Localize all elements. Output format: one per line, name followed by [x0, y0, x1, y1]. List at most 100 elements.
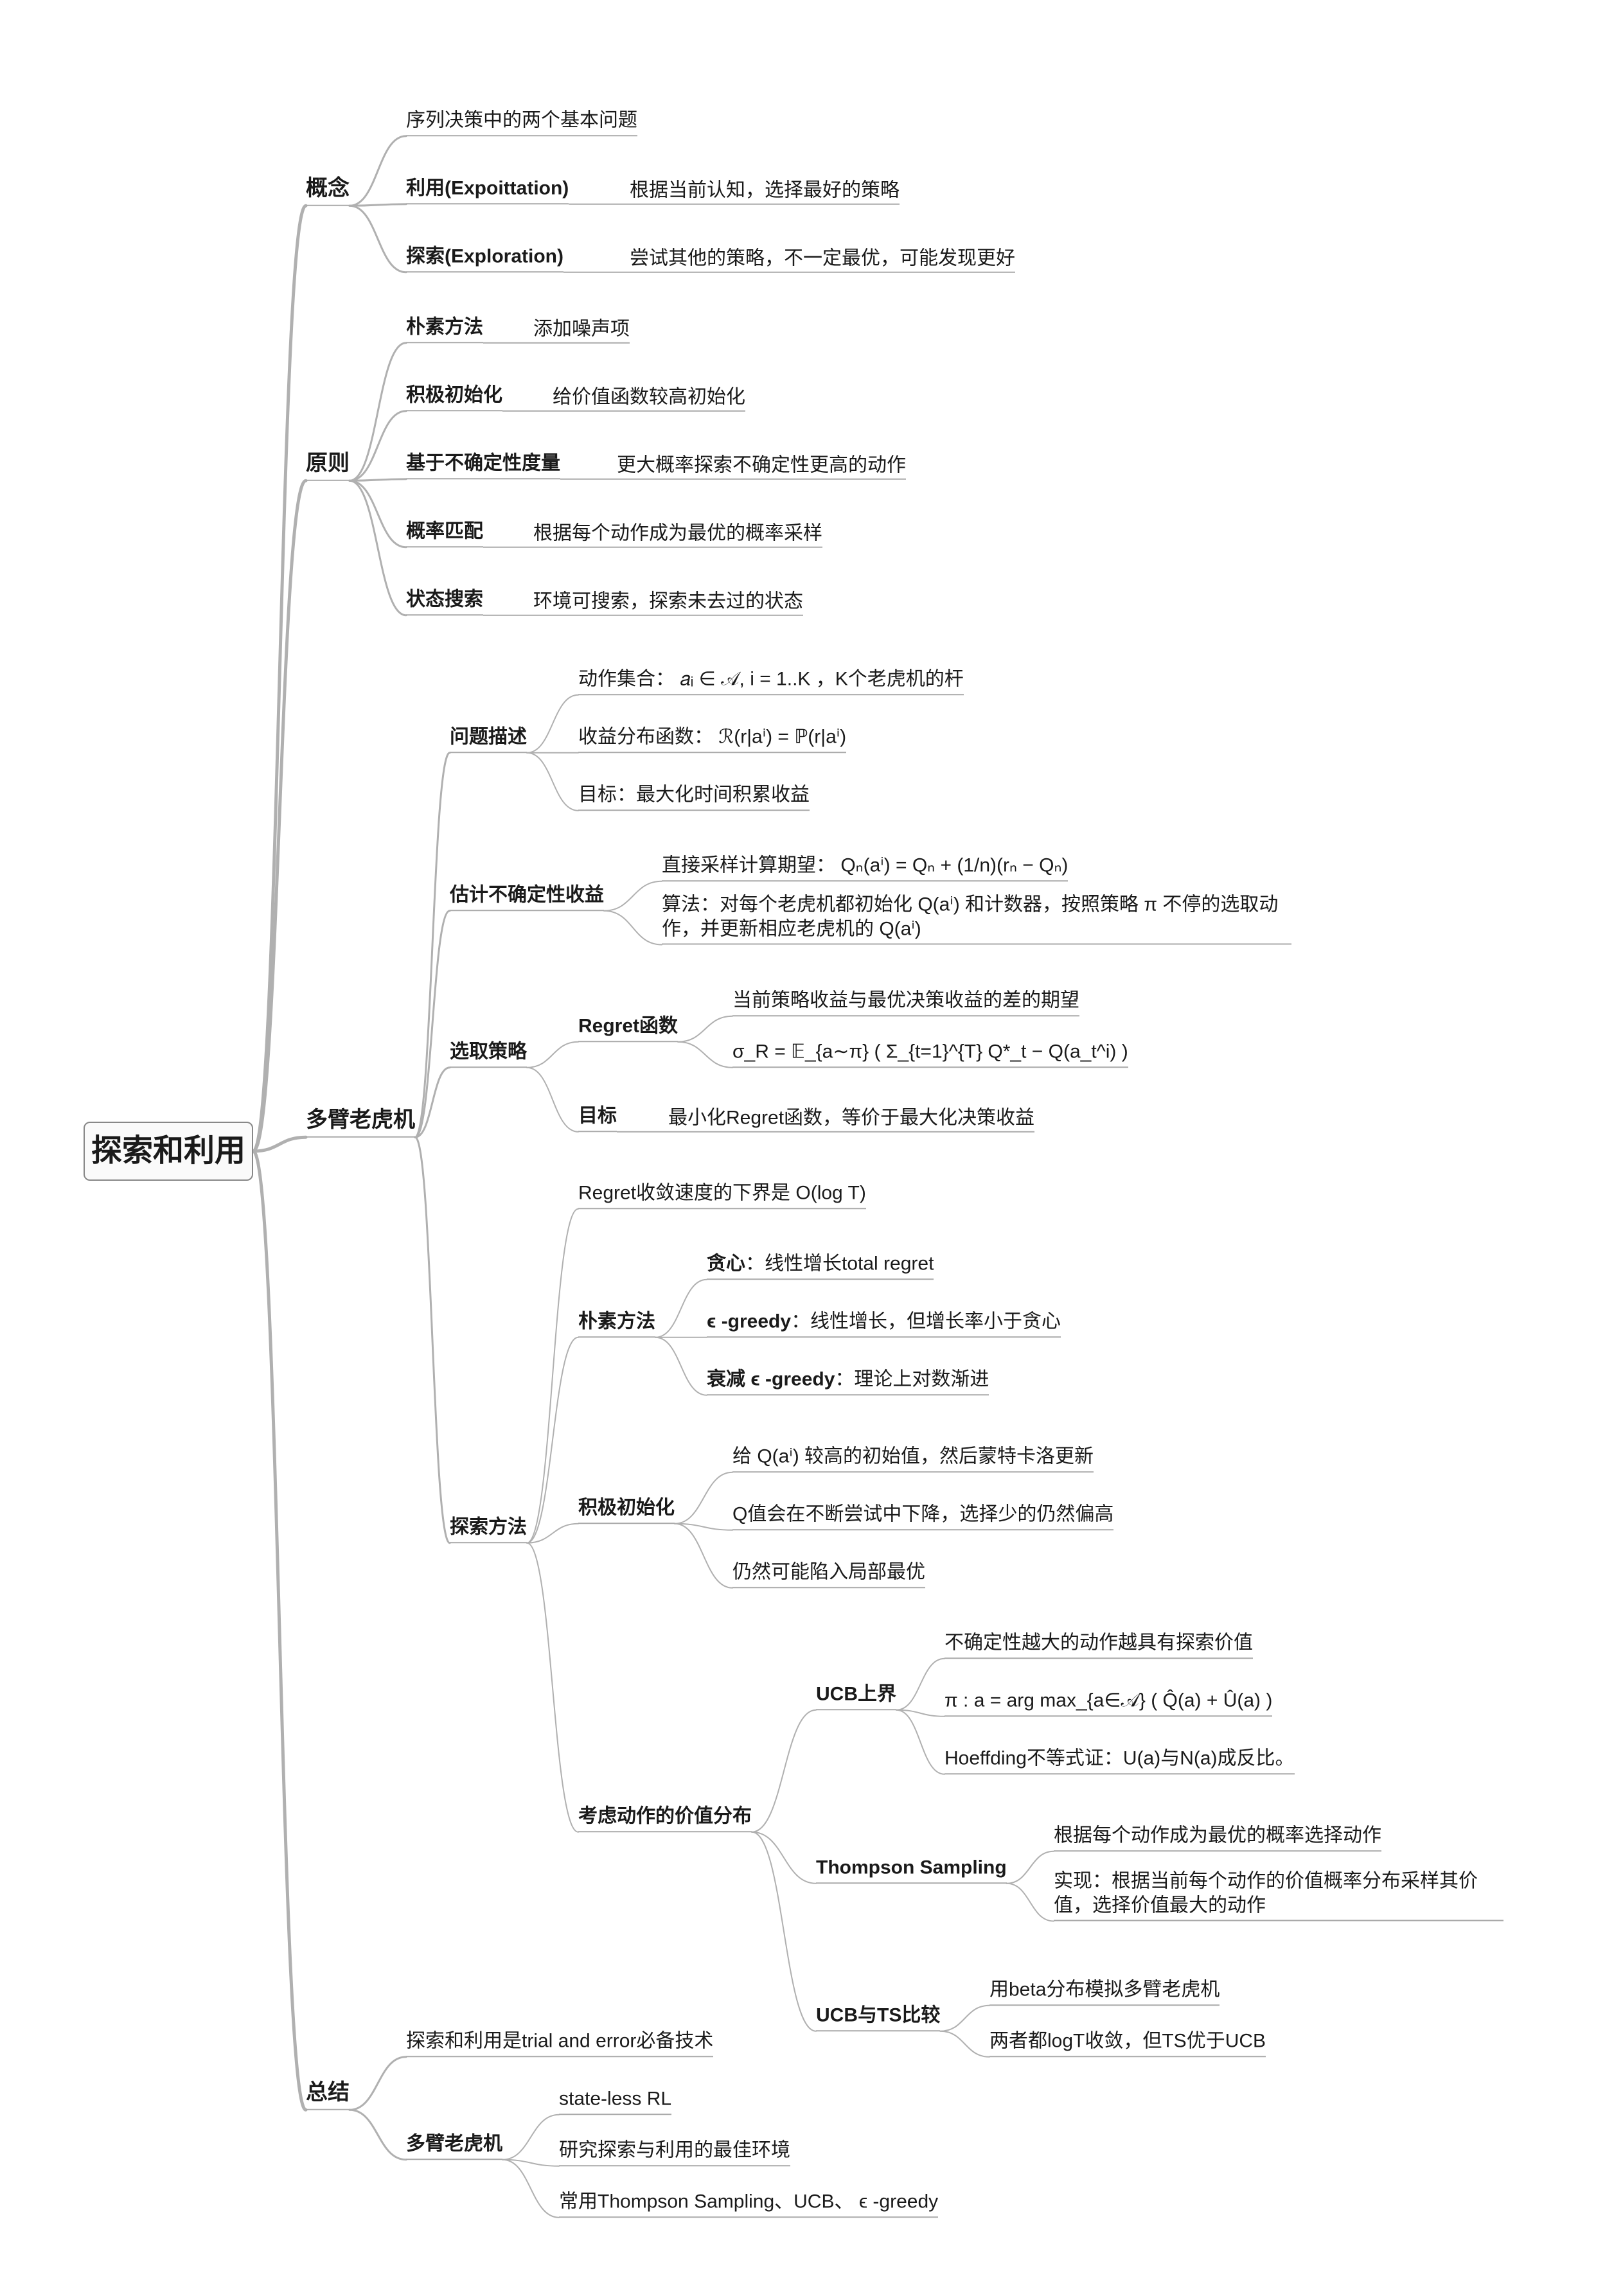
edge-c3dV-c3dVC	[752, 1832, 816, 2031]
edge-root-c3	[253, 1137, 306, 1151]
mindmap-node-c3dVU1: 不确定性越大的动作越具有探索价值	[945, 1630, 1253, 1659]
mindmap-node-c3b1: 直接采样计算期望： Qₙ(aⁱ) = Qₙ + (1/n)(rₙ − Qₙ)	[662, 853, 1068, 881]
edge-root-c1	[253, 206, 306, 1151]
mindmap-node-c2: 原则	[306, 450, 350, 481]
mindmap-node-c3a2: 收益分布函数： ℛ(r|aⁱ) = ℙ(r|aⁱ)	[578, 725, 846, 753]
mindmap-node-c4b2: 研究探索与利用的最佳环境	[559, 2138, 790, 2166]
edge-c3b-c3b1	[604, 881, 662, 911]
mindmap-node-c3dO2: Q值会在不断尝试中下降，选择少的仍然偏高	[732, 1502, 1113, 1530]
mindmap-node-c1a: 序列决策中的两个基本问题	[406, 108, 637, 136]
edge-c3dVU-c3dVU2	[896, 1710, 945, 1717]
mindmap-node-c2c1: 更大概率探索不确定性更高的动作	[617, 453, 906, 477]
edge-c3dVU-c3dVU3	[896, 1710, 945, 1774]
mindmap-canvas: 探索和利用概念序列决策中的两个基本问题利用(Expoittation)根据当前认…	[0, 0, 1623, 2296]
mindmap-node-c3cR: Regret函数	[578, 1014, 678, 1042]
mindmap-node-c3dVC2: 两者都logT收敛，但TS优于UCB	[989, 2029, 1266, 2057]
edge-c3dVC-c3dVC2	[940, 2031, 989, 2057]
edge-c2-c2d	[350, 481, 406, 547]
mindmap-node-c2e: 状态搜索	[406, 587, 483, 615]
mindmap-node-c3cG1: 最小化Regret函数，等价于最大化决策收益	[668, 1106, 1034, 1130]
mindmap-node-c3a: 问题描述	[450, 725, 527, 753]
edge-c4-c4a	[350, 2057, 406, 2110]
edge-c1-c1b	[350, 204, 406, 206]
mindmap-node-c3dVT1: 根据每个动作成为最优的概率选择动作	[1054, 1823, 1381, 1851]
edge-c3dN-c3dN1	[655, 1280, 707, 1338]
edge-c1-c1a	[350, 136, 406, 206]
mindmap-node-c3cR2: σ_R = 𝔼_{a∼π} ( Σ_{t=1}^{T} Q*_t − Q(a_t…	[732, 1039, 1128, 1068]
edge-c3-c3c	[415, 1068, 450, 1138]
mindmap-node-c2b1: 给价值函数较高初始化	[553, 385, 745, 409]
mindmap-node-c3dO: 积极初始化	[578, 1496, 675, 1524]
edge-c3cR-c3cR2	[678, 1042, 732, 1068]
mindmap-node-c2c: 基于不确定性度量	[406, 451, 560, 479]
edge-c3dVU-c3dVU1	[896, 1659, 945, 1710]
edge-c3-c3a	[415, 753, 450, 1138]
edge-c2-c2e	[350, 481, 406, 615]
mindmap-node-c1c: 探索(Exploration)	[406, 244, 563, 272]
mindmap-node-c3dVC: UCB与TS比较	[816, 2003, 940, 2031]
mindmap-node-c3c: 选取策略	[450, 1039, 527, 1068]
mindmap-node-c3dN: 朴素方法	[578, 1309, 655, 1338]
mindmap-node-c2d1: 根据每个动作成为最优的概率采样	[533, 521, 822, 545]
edge-c3dO-c3dO3	[675, 1524, 732, 1588]
mindmap-node-c2a: 朴素方法	[406, 315, 483, 343]
mindmap-node-c3dVU2: π : a = arg max_{a∈𝒜} ( Q̂(a) + Û(a) )	[945, 1688, 1272, 1717]
edge-root-c2	[253, 481, 306, 1151]
mindmap-node-c3dVU: UCB上界	[816, 1682, 896, 1710]
edge-c3c-c3cG	[527, 1068, 578, 1132]
edge-c4b-c4b2	[502, 2160, 559, 2166]
mindmap-node-c3dO3: 仍然可能陷入局部最优	[732, 1560, 925, 1588]
mindmap-node-c2a1: 添加噪声项	[533, 317, 630, 341]
edge-c3a-c3a3	[527, 753, 578, 811]
mindmap-node-c4a: 探索和利用是trial and error必备技术	[406, 2029, 713, 2057]
mindmap-node-c4b3: 常用Thompson Sampling、UCB、 ϵ -greedy	[559, 2189, 938, 2218]
mindmap-node-c2e1: 环境可搜索，探索未去过的状态	[533, 589, 803, 614]
mindmap-node-c2b: 积极初始化	[406, 383, 502, 411]
edge-c2-c2b	[350, 411, 406, 481]
mindmap-node-c4b: 多臂老虎机	[406, 2132, 502, 2160]
edge-c3d-c3dO	[527, 1524, 578, 1543]
edge-c3dVC-c3dVC1	[940, 2006, 989, 2031]
mindmap-node-c1c1: 尝试其他的策略，不一定最优，可能发现更好	[630, 246, 1015, 270]
mindmap-node-c3dVT: Thompson Sampling	[816, 1855, 1007, 1884]
edge-c3dO-c3dO2	[675, 1524, 732, 1530]
edge-c4b-c4b1	[502, 2115, 559, 2160]
mindmap-node-c4: 总结	[306, 2079, 350, 2110]
mindmap-node-c1b: 利用(Expoittation)	[406, 176, 569, 204]
mindmap-node-c1b1: 根据当前认知，选择最好的策略	[630, 178, 900, 202]
mindmap-node-c2d: 概率匹配	[406, 519, 483, 547]
edge-c1-c1c	[350, 206, 406, 272]
edge-c3c-c3cR	[527, 1042, 578, 1068]
edge-c3dV-c3dVT	[752, 1832, 816, 1884]
edge-c3d-c3dV	[527, 1543, 578, 1832]
edge-c3-c3b	[415, 911, 450, 1138]
edge-c3b-c3b2	[604, 911, 662, 945]
mindmap-node-c3d: 探索方法	[450, 1515, 527, 1543]
edge-c2-c2a	[350, 343, 406, 481]
mindmap-node-c3dVC1: 用beta分布模拟多臂老虎机	[989, 1977, 1219, 2006]
mindmap-node-c3dVU3: Hoeffding不等式证：U(a)与N(a)成反比。	[945, 1746, 1295, 1774]
mindmap-node-c4b1: state-less RL	[559, 2087, 671, 2115]
mindmap-node-c3d0: Regret收敛速度的下界是 O(log T)	[578, 1181, 866, 1209]
edge-c3d-c3d0	[527, 1209, 578, 1543]
edge-c3a-c3a1	[527, 695, 578, 753]
edge-c3cR-c3cR1	[678, 1016, 732, 1042]
mindmap-node-c3cG: 目标	[578, 1104, 617, 1132]
mindmap-node-c3dV: 考虑动作的价值分布	[578, 1804, 752, 1832]
mindmap-node-c3dO1: 给 Q(aⁱ) 较高的初始值，然后蒙特卡洛更新	[732, 1444, 1094, 1472]
edge-c3dVT-c3dVT2	[1007, 1884, 1054, 1921]
mindmap-node-c3dVT2: 实现：根据当前每个动作的价值概率分布采样其价值，选择价值最大的动作	[1054, 1869, 1503, 1921]
edge-c4-c4b	[350, 2110, 406, 2160]
mindmap-node-root: 探索和利用	[84, 1122, 253, 1181]
mindmap-node-c3cR1: 当前策略收益与最优决策收益的差的期望	[732, 988, 1079, 1016]
mindmap-node-c3: 多臂老虎机	[306, 1106, 415, 1138]
edge-c2-c2c	[350, 479, 406, 481]
edge-root-c4	[253, 1151, 306, 2110]
edge-c3dVT-c3dVT1	[1007, 1851, 1054, 1884]
edge-c4b-c4b3	[502, 2160, 559, 2218]
mindmap-node-c3b2: 算法：对每个老虎机都初始化 Q(aⁱ) 和计数器，按照策略 π 不停的选取动作，…	[662, 893, 1291, 945]
mindmap-node-c3dN1: 贪心：线性增长total regret	[707, 1251, 934, 1280]
mindmap-node-c3b: 估计不确定性收益	[450, 883, 604, 911]
edge-c3-c3d	[415, 1137, 450, 1543]
mindmap-node-c3dN2: ϵ -greedy：线性增长，但增长率小于贪心	[707, 1309, 1061, 1338]
